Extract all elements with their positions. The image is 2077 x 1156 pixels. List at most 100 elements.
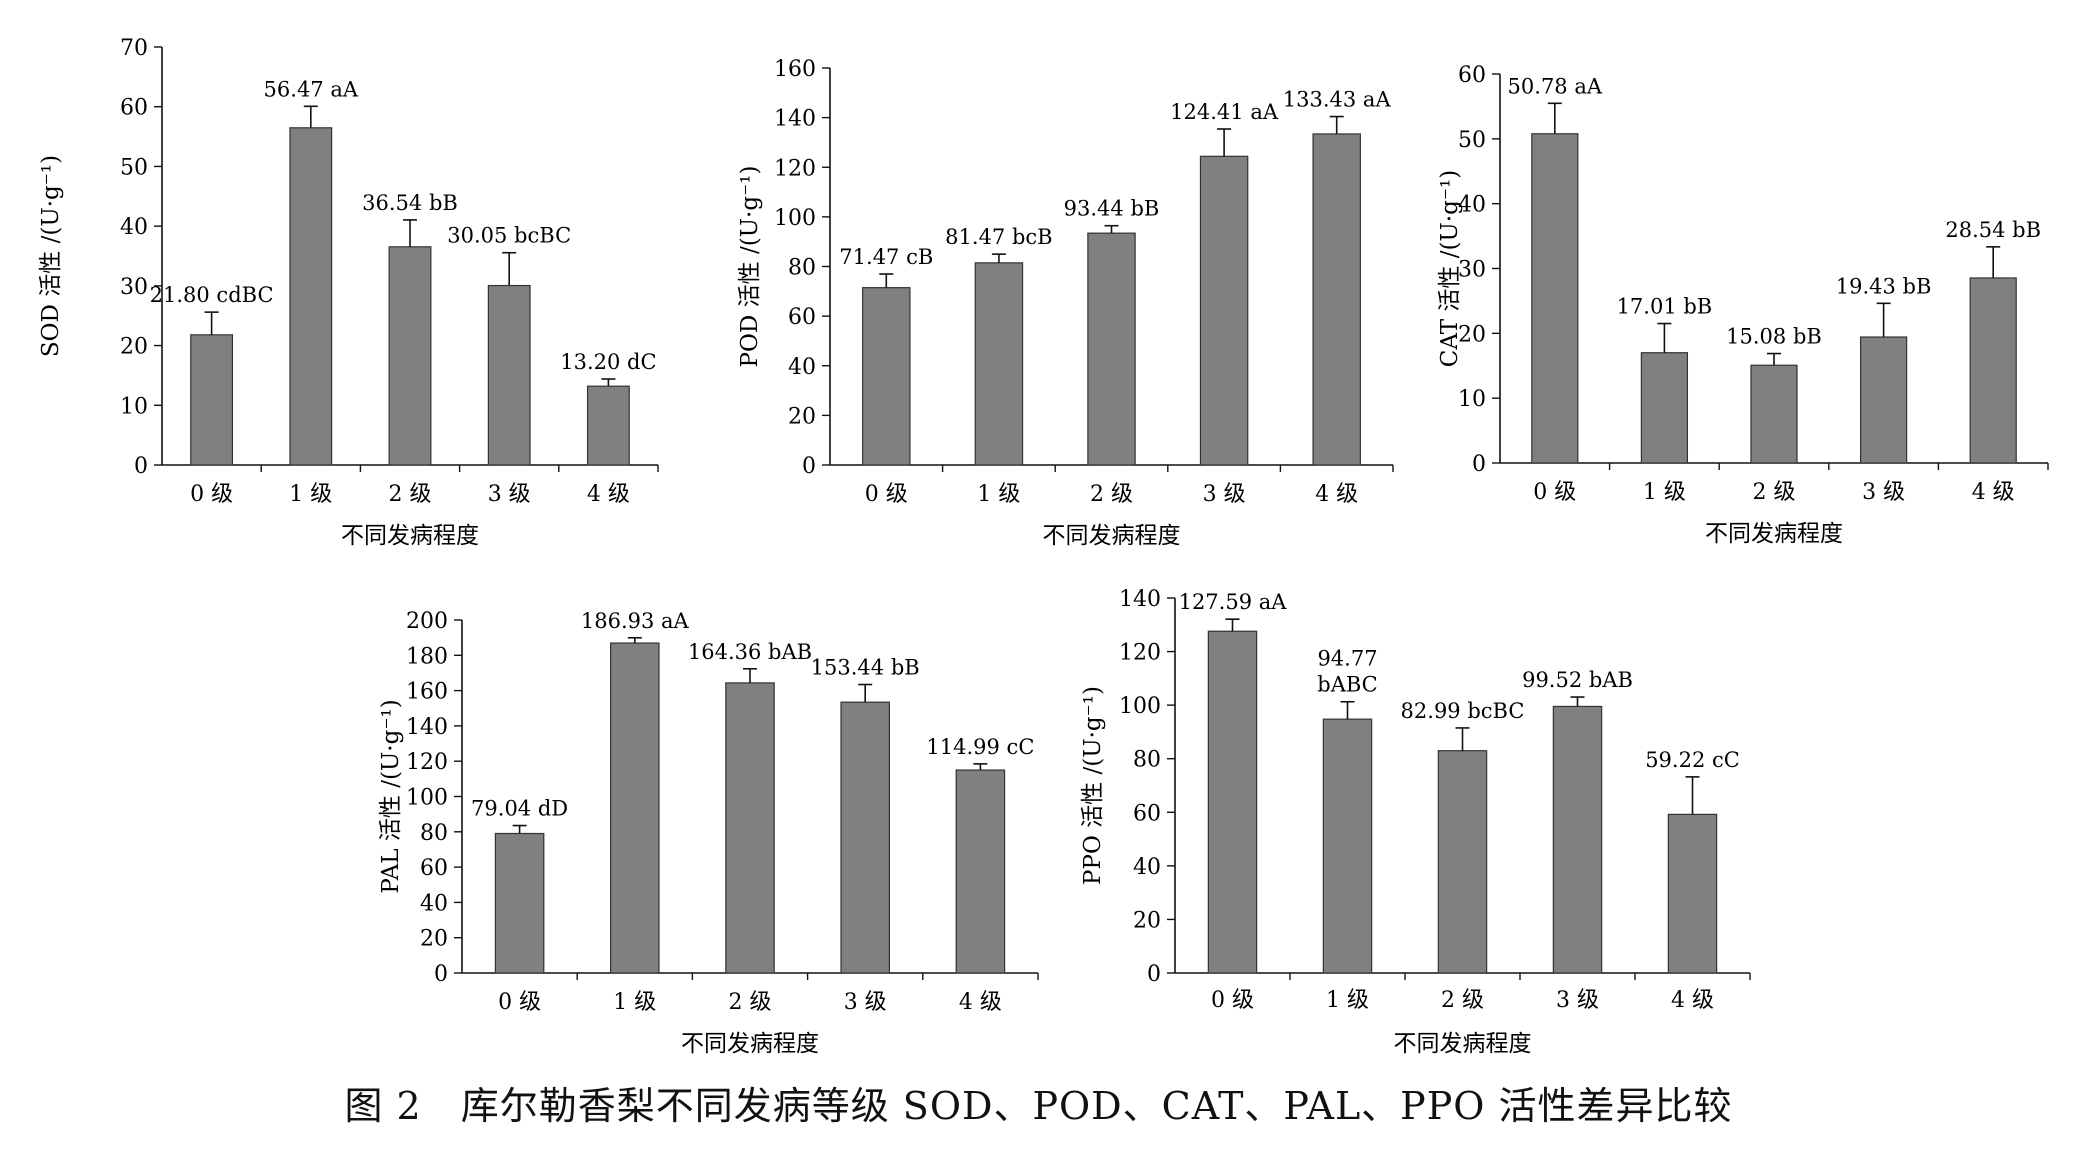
cat-bar [1969,277,2017,464]
pal-y-tick-label: 120 [406,750,448,775]
cat-x-tick-label: 0 级 [1533,480,1576,505]
pod-y-tick-label: 20 [788,404,816,429]
pal-y-tick-label: 0 [434,962,448,987]
pal-bar [610,642,660,974]
pal-data-label: 79.04 dD [471,797,568,821]
sod-bar [289,127,333,466]
ppo-data-label: bABC [1317,673,1378,697]
sod-x-tick-label: 3 级 [488,482,531,507]
pod-data-label: 133.43 aA [1283,88,1392,112]
chart-pal: 0 20 40 60 80 100 120 140 160 180 200 79.04 dD 0 级 18… [378,609,1039,1057]
pod-x-tick-label: 3 级 [1203,482,1246,507]
cat-bar [1531,133,1579,464]
sod-data-label: 36.54 bB [362,191,458,215]
pod-bar [1087,232,1136,466]
sod-y-tick-label: 0 [134,454,148,479]
chart-sod: 0 10 20 30 40 50 60 70 21.80 cdBC 0 级 56.47 aA 1 级 3… [38,36,659,549]
cat-data-label: 50.78 aA [1508,74,1603,98]
sod-data-label: 30.05 bcBC [447,224,571,248]
pal-x-tick-label: 0 级 [498,990,541,1015]
pod-data-label: 81.47 bcB [945,225,1052,249]
cat-y-tick-label: 30 [1458,258,1486,283]
pal-bar [725,682,775,974]
pod-y-tick-label: 60 [788,305,816,330]
cat-y-tick-label: 40 [1458,193,1486,218]
ppo-bar [1437,750,1488,974]
pod-bar [1312,133,1361,466]
ppo-bar [1667,813,1718,974]
sod-y-axis-title: SOD 活性 /(U·g⁻¹) [38,155,64,357]
ppo-x-tick-label: 1 级 [1326,988,1369,1013]
pod-y-tick-label: 120 [774,156,816,181]
sod-bar [487,284,531,466]
ppo-data-label: 127.59 aA [1179,590,1288,614]
ppo-x-tick-label: 4 级 [1671,988,1714,1013]
pal-bar [955,769,1006,974]
pal-y-tick-label: 60 [420,856,448,881]
pod-y-tick-label: 0 [802,454,816,479]
cat-x-tick-label: 4 级 [1972,480,2015,505]
cat-data-label: 28.54 bB [1945,218,2041,242]
pal-bar [494,832,545,974]
sod-bar [388,246,432,466]
chart-pod: 0 20 40 60 80 100 120 140 160 71.47 cB 0 级 81.47 bc… [737,57,1394,549]
figure-caption: 图 2 库尔勒香梨不同发病等级 SOD、POD、CAT、PAL、PPO 活性差异… [344,1084,1733,1128]
sod-data-label: 13.20 dC [560,350,656,374]
pal-bar [840,701,890,974]
ppo-x-axis-title: 不同发病程度 [1394,1031,1532,1057]
pod-data-label: 93.44 bB [1064,197,1160,221]
pod-y-tick-label: 160 [774,57,816,82]
ppo-x-tick-label: 3 级 [1556,988,1599,1013]
pod-y-tick-label: 140 [774,107,816,132]
ppo-y-tick-label: 40 [1133,855,1161,880]
sod-data-label: 56.47 aA [264,77,359,101]
cat-bar [1750,364,1798,464]
ppo-y-tick-label: 80 [1133,748,1161,773]
pal-x-axis-title: 不同发病程度 [681,1031,819,1057]
ppo-data-label: 82.99 bcBC [1401,699,1525,723]
sod-x-axis-title: 不同发病程度 [341,523,479,549]
cat-y-tick-label: 20 [1458,322,1486,347]
sod-y-tick-label: 50 [120,155,148,180]
pal-data-label: 186.93 aA [581,609,690,633]
ppo-y-axis-title: PPO 活性 /(U·g⁻¹) [1080,686,1106,885]
pod-x-tick-label: 4 级 [1315,482,1358,507]
pal-x-tick-label: 3 级 [844,990,887,1015]
pal-data-label: 164.36 bAB [688,640,812,664]
sod-y-tick-label: 70 [120,36,148,61]
sod-y-tick-label: 30 [120,275,148,300]
ppo-y-tick-label: 0 [1147,962,1161,987]
ppo-y-tick-label: 100 [1119,694,1161,719]
chart-cat: 0 10 20 30 40 50 60 50.78 aA 0 级 17.01 bB 1 级 15.08… [1437,63,2049,547]
ppo-y-tick-label: 120 [1119,641,1161,666]
cat-data-label: 19.43 bB [1836,274,1932,298]
pod-y-axis-title: POD 活性 /(U·g⁻¹) [737,166,763,368]
sod-data-label: 21.80 cdBC [150,283,274,307]
cat-y-axis-title: CAT 活性 /(U·g⁻¹) [1437,170,1463,367]
ppo-bar [1207,630,1258,974]
pod-x-tick-label: 0 级 [865,482,908,507]
pal-x-tick-label: 2 级 [729,990,772,1015]
pod-data-label: 124.41 aA [1170,100,1279,124]
cat-bar [1859,336,1908,464]
pod-y-tick-label: 40 [788,355,816,380]
sod-bar [190,334,234,466]
cat-data-label: 15.08 bB [1726,325,1822,349]
cat-y-tick-label: 60 [1458,63,1486,88]
pal-y-tick-label: 160 [406,680,448,705]
pod-y-tick-label: 100 [774,206,816,231]
pod-bar [862,287,911,466]
pal-data-label: 114.99 cC [926,735,1034,759]
sod-x-tick-label: 4 级 [587,482,630,507]
ppo-bar [1552,705,1603,974]
cat-y-tick-label: 10 [1458,387,1486,412]
pal-y-tick-label: 40 [420,891,448,916]
ppo-y-tick-label: 60 [1133,801,1161,826]
pal-y-tick-label: 80 [420,821,448,846]
pod-x-tick-label: 1 级 [977,482,1020,507]
ppo-data-label: 94.77 [1317,647,1377,671]
ppo-y-tick-label: 140 [1119,587,1161,612]
ppo-y-tick-label: 20 [1133,908,1161,933]
